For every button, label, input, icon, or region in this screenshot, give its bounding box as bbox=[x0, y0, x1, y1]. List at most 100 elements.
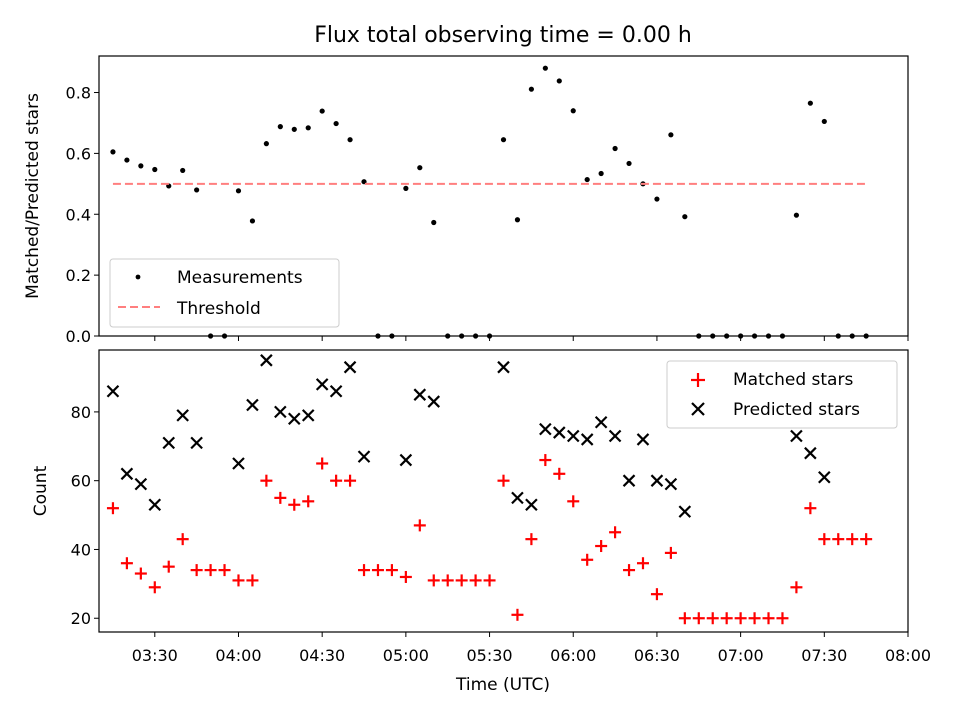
measurement-point bbox=[417, 165, 423, 171]
measurement-point bbox=[347, 137, 353, 143]
top-plot-marks bbox=[110, 65, 869, 339]
predicted-star-point bbox=[804, 446, 817, 460]
matched-star-point bbox=[134, 567, 147, 580]
matched-star-point bbox=[232, 574, 245, 587]
matched-star-point bbox=[636, 557, 649, 570]
bottom-x-tick-label: 05:30 bbox=[466, 646, 512, 665]
predicted-star-point bbox=[580, 433, 594, 446]
matched-star-point bbox=[469, 574, 482, 587]
measurement-point bbox=[180, 167, 186, 174]
matched-star-point bbox=[106, 502, 119, 515]
matched-star-point bbox=[818, 533, 831, 546]
bottom-y-tick-label: 40 bbox=[71, 540, 91, 559]
matched-star-point bbox=[776, 612, 789, 625]
matched-star-point bbox=[692, 612, 705, 625]
bottom-x-tick-label: 07:30 bbox=[801, 646, 847, 665]
matched-star-point bbox=[455, 574, 468, 587]
bottom-y-tick-label: 80 bbox=[71, 403, 91, 422]
bottom-x-tick-label: 04:00 bbox=[215, 646, 261, 665]
matched-star-point bbox=[567, 495, 580, 508]
measurement-point bbox=[584, 176, 590, 183]
predicted-star-point bbox=[525, 498, 538, 512]
matched-star-point bbox=[358, 564, 371, 577]
predicted-star-point bbox=[553, 426, 566, 439]
matched-star-point bbox=[176, 533, 189, 546]
predicted-star-point bbox=[148, 498, 162, 512]
top-y-tick-label: 0.4 bbox=[66, 205, 91, 224]
predicted-star-point bbox=[566, 429, 580, 443]
measurement-point bbox=[291, 126, 297, 132]
matched-star-point bbox=[344, 474, 357, 487]
predicted-star-point bbox=[818, 470, 831, 484]
matched-star-point bbox=[804, 502, 817, 515]
measurement-point bbox=[138, 163, 144, 169]
predicted-star-point bbox=[357, 450, 371, 463]
measurement-point bbox=[305, 125, 311, 131]
measurement-point bbox=[124, 157, 130, 163]
measurement-point bbox=[514, 217, 521, 223]
matched-star-point bbox=[539, 454, 552, 467]
predicted-star-point bbox=[636, 433, 650, 446]
predicted-star-point bbox=[594, 415, 608, 429]
measurement-point bbox=[626, 160, 632, 167]
matched-star-point bbox=[120, 557, 133, 570]
matched-star-point bbox=[413, 519, 426, 532]
top-legend-box bbox=[109, 258, 340, 328]
bottom-plot-frame bbox=[98, 349, 909, 633]
matched-star-point bbox=[246, 574, 259, 587]
predicted-star-point bbox=[232, 457, 245, 470]
measurement-point bbox=[598, 170, 604, 177]
measurement-point bbox=[654, 196, 660, 202]
measurement-point bbox=[668, 132, 674, 138]
measurement-point bbox=[807, 100, 813, 106]
predicted-star-point bbox=[399, 453, 413, 467]
measurement-point bbox=[263, 141, 269, 147]
measurement-point bbox=[249, 218, 256, 224]
predicted-star-point bbox=[427, 395, 441, 408]
matched-star-point bbox=[678, 612, 691, 625]
chart-title: Flux total observing time = 0.00 h bbox=[314, 23, 692, 48]
matched-star-point bbox=[650, 588, 663, 601]
matched-star-point bbox=[497, 474, 510, 487]
matched-star-point bbox=[595, 540, 608, 553]
predicted-star-point bbox=[608, 429, 622, 443]
bottom-legend: Matched stars Predicted stars bbox=[666, 360, 898, 429]
measurement-point bbox=[110, 149, 116, 155]
matched-star-point bbox=[609, 526, 622, 539]
top-legend: Measurements Threshold bbox=[109, 258, 340, 328]
matched-star-point bbox=[483, 574, 496, 587]
top-plot-frame bbox=[98, 55, 909, 337]
bottom-y-tick-label: 20 bbox=[71, 609, 91, 628]
matched-star-point bbox=[148, 581, 161, 594]
measurement-point bbox=[500, 137, 507, 143]
measurement-point bbox=[821, 118, 827, 125]
measurement-point bbox=[612, 145, 618, 152]
matched-star-point bbox=[288, 498, 301, 511]
predicted-star-point bbox=[120, 467, 134, 481]
measurement-point bbox=[793, 212, 800, 218]
matched-star-point bbox=[762, 612, 775, 625]
measurement-point bbox=[333, 120, 339, 127]
predicted-star-point bbox=[343, 360, 357, 374]
bottom-x-tick-label: 04:30 bbox=[299, 646, 345, 665]
matched-star-point bbox=[720, 612, 733, 625]
legend-threshold-label: Threshold bbox=[176, 299, 261, 319]
bottom-x-axis-ticks: 03:30 04:00 04:30 05:00 05:30 06:00 06:30 07:00… bbox=[132, 632, 931, 665]
matched-star-point bbox=[399, 570, 412, 583]
predicted-star-point bbox=[106, 384, 120, 398]
measurement-point bbox=[570, 108, 576, 114]
matched-star-point bbox=[190, 564, 203, 577]
measurement-point bbox=[542, 65, 548, 71]
predicted-star-point bbox=[287, 412, 301, 426]
matched-star-point bbox=[302, 495, 315, 508]
bottom-x-tick-label: 06:30 bbox=[634, 646, 680, 665]
matched-star-point bbox=[511, 608, 524, 621]
matched-star-point bbox=[330, 474, 343, 487]
measurement-point bbox=[194, 187, 200, 193]
bottom-x-axis-label: Time (UTC) bbox=[455, 675, 550, 695]
legend-predicted-marker bbox=[691, 402, 705, 416]
predicted-star-point bbox=[790, 429, 803, 443]
predicted-star-point bbox=[650, 474, 664, 487]
predicted-star-point bbox=[162, 436, 176, 450]
measurement-point bbox=[528, 86, 534, 92]
